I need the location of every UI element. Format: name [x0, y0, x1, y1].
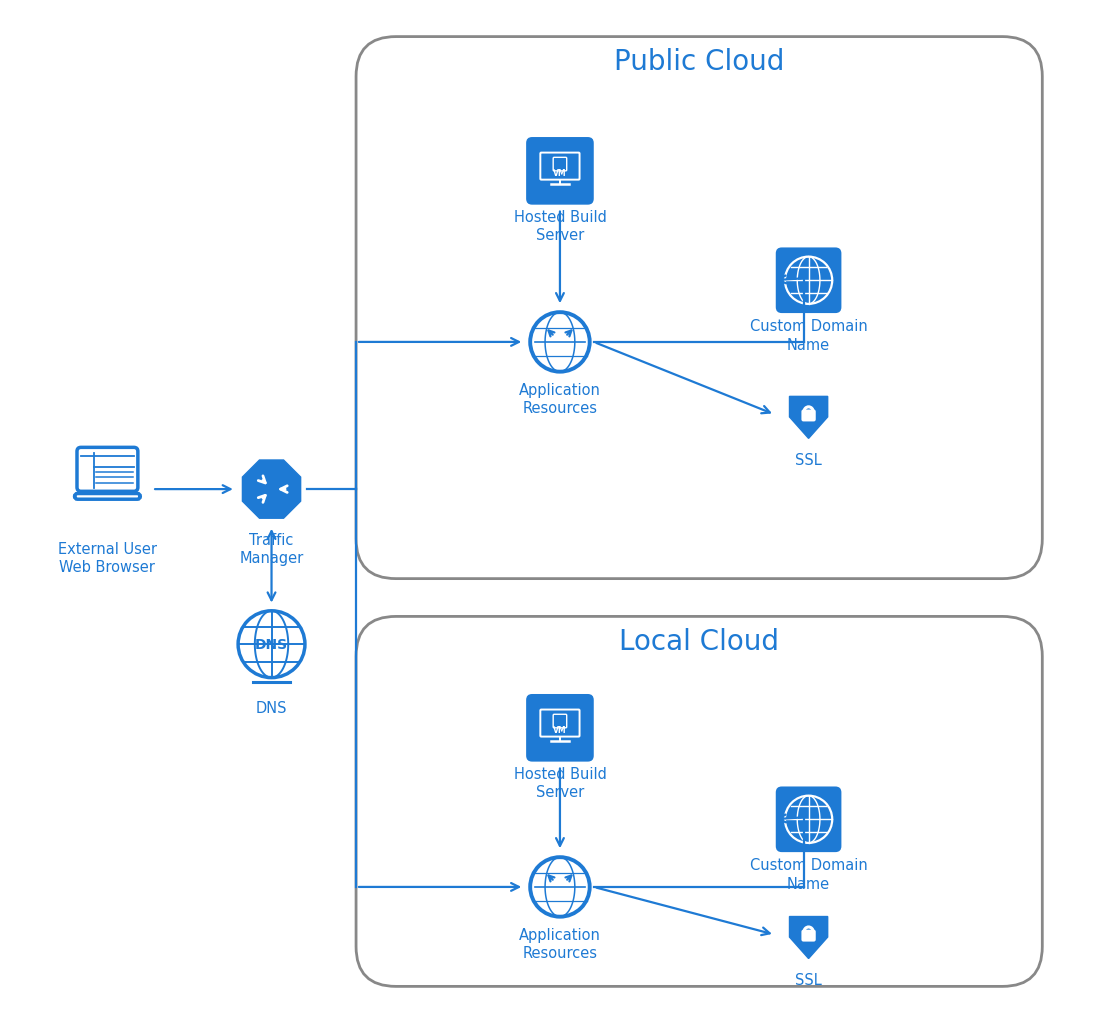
- Text: Hosted Build
Server: Hosted Build Server: [514, 210, 606, 243]
- Text: DNS: DNS: [256, 700, 287, 715]
- Text: VM: VM: [553, 725, 566, 734]
- Text: SSL: SSL: [795, 972, 822, 987]
- FancyBboxPatch shape: [526, 694, 594, 762]
- FancyBboxPatch shape: [802, 929, 816, 942]
- Circle shape: [530, 857, 590, 917]
- Text: Public Cloud: Public Cloud: [614, 49, 784, 76]
- FancyBboxPatch shape: [776, 249, 842, 314]
- Text: Hosted Build
Server: Hosted Build Server: [514, 766, 606, 800]
- FancyBboxPatch shape: [526, 138, 594, 206]
- FancyBboxPatch shape: [776, 787, 842, 852]
- Text: SSL: SSL: [795, 452, 822, 468]
- Circle shape: [238, 611, 305, 678]
- Text: Local Cloud: Local Cloud: [619, 628, 779, 655]
- Text: Application
Resources: Application Resources: [519, 927, 601, 960]
- Polygon shape: [242, 461, 300, 519]
- Circle shape: [530, 313, 590, 372]
- FancyBboxPatch shape: [802, 410, 816, 422]
- Polygon shape: [790, 397, 827, 439]
- FancyBboxPatch shape: [75, 494, 141, 499]
- Text: Custom Domain
Name: Custom Domain Name: [750, 857, 868, 891]
- Text: Custom Domain
Name: Custom Domain Name: [750, 319, 868, 353]
- Text: VM: VM: [553, 168, 566, 177]
- Polygon shape: [790, 917, 827, 959]
- Text: DNS: DNS: [255, 638, 288, 651]
- Text: Application
Resources: Application Resources: [519, 382, 601, 416]
- Text: External User
Web Browser: External User Web Browser: [58, 541, 157, 575]
- Text: Traffic
Manager: Traffic Manager: [240, 532, 304, 566]
